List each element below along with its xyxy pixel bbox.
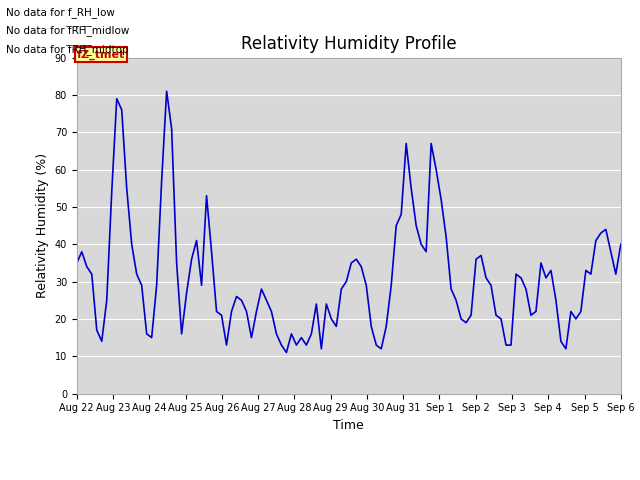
X-axis label: Time: Time (333, 419, 364, 432)
Y-axis label: Relativity Humidity (%): Relativity Humidity (%) (36, 153, 49, 298)
Text: No data for f̅R̅H̅_̅midlow: No data for f̅R̅H̅_̅midlow (6, 25, 130, 36)
Title: Relativity Humidity Profile: Relativity Humidity Profile (241, 35, 456, 53)
Text: fZ_tmet: fZ_tmet (77, 49, 125, 60)
Text: No data for f̅R̅H̅_̅midtop: No data for f̅R̅H̅_̅midtop (6, 44, 129, 55)
Text: No data for f_RH_low: No data for f_RH_low (6, 7, 115, 18)
